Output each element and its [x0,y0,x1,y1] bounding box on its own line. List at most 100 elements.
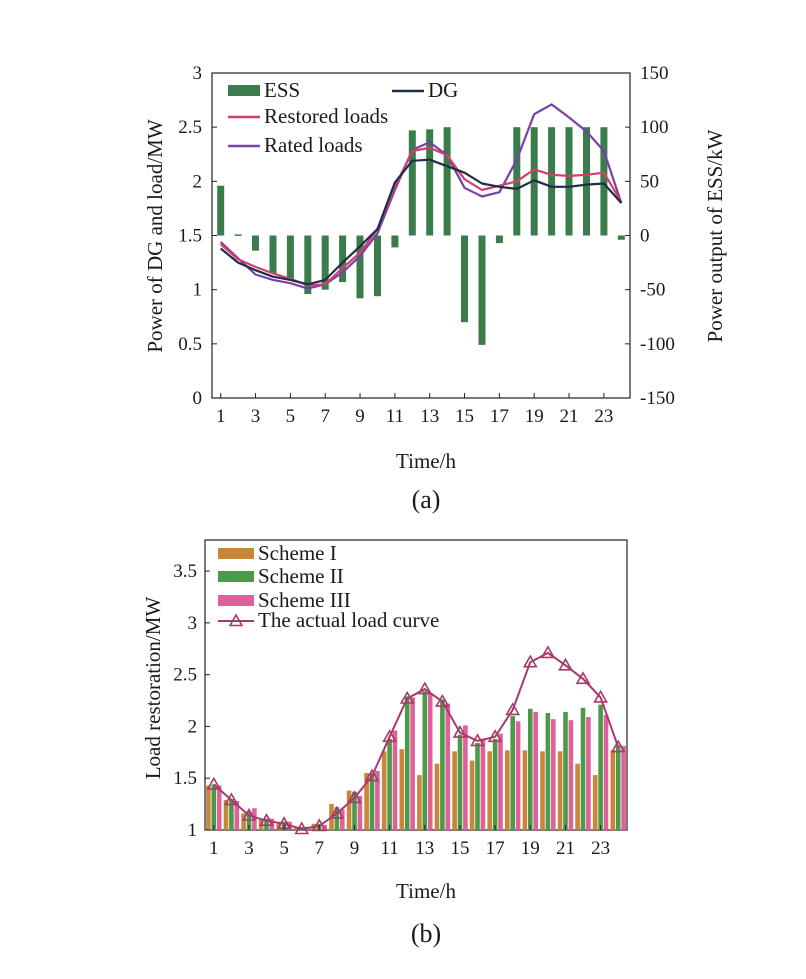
scheme-ii-bar [422,691,428,830]
scheme-i-bar [206,785,211,830]
x-tick-label: 3 [251,406,261,427]
x-tick-label: 15 [455,406,474,427]
scheme-iii-bar [340,809,345,830]
rated-loads-line [219,103,623,290]
y-tick-label: 1.5 [173,768,197,789]
actual-load-marker [417,681,433,695]
scheme-i-bar [364,773,369,830]
ess-bar [304,235,312,294]
ess-bar [617,235,625,240]
y-tick-label: 1 [188,820,198,841]
actual-load-marker [487,729,503,743]
y-tick-label: 3 [188,613,198,634]
x-tick-label: 5 [279,838,289,859]
scheme-i-bar [241,813,246,830]
actual-load-marker [452,724,468,738]
actual-load-marker [224,792,239,806]
y2-tick-label: -50 [640,280,665,301]
scheme-i-bar [505,750,510,831]
scheme-iii-bar [533,711,538,830]
ess-bar [495,235,503,244]
legend-actual-marker [228,613,244,627]
scheme-ii-bar [528,708,533,830]
ess-bar [391,235,399,248]
y-tick-label: 3 [193,63,203,84]
scheme-iii-bar [551,719,556,830]
scheme-ii-bar [563,711,568,830]
chart-b-ylabel: Load restoration/MW [141,597,165,780]
scheme-iii-bar [375,771,380,830]
dg-line [220,158,623,286]
scheme-i-bar [381,751,387,830]
ess-bar [565,127,573,236]
chart-b-y-ticks: 1 1.5 2 2.5 3 3.5 [173,561,210,841]
chart-b-x-ticks: 1 3 5 7 9 11 13 15 17 19 21 23 [209,825,610,859]
scheme-iii-bar [480,738,486,830]
scheme-i-bar [540,751,545,830]
ess-bar [269,235,277,274]
scheme-iii-bar [357,795,363,830]
x-tick-label: 19 [525,406,544,427]
x-tick-label: 13 [420,406,439,427]
actual-load-marker [206,776,222,790]
scheme-i-bar [522,750,528,831]
ess-bar [548,127,556,236]
scheme-iii-bar [427,694,433,830]
ess-bar [321,235,329,290]
chart-a-caption: (a) [412,485,441,514]
actual-load-marker [329,805,345,819]
legend-scheme-i-label: Scheme I [258,541,337,565]
ess-bar [426,129,434,236]
y-tick-label: 0 [193,388,203,409]
scheme-ii-bar [264,818,269,830]
scheme-iii-bar [216,785,222,830]
chart-a-xlabel: Time/h [396,449,456,473]
actual-load-marker [593,689,608,703]
x-tick-label: 21 [556,838,575,859]
scheme-ii-bar [545,713,551,830]
scheme-iii-bar [410,697,415,830]
scheme-ii-bar [457,734,463,830]
scheme-iii-bar [234,801,240,830]
chart-b-xlabel: Time/h [396,879,456,903]
scheme-iii-bar [586,717,591,830]
actual-load-marker [399,690,415,704]
scheme-ii-bar [475,743,480,830]
actual-load-marker [294,821,310,835]
scheme-iii-bar [392,730,398,830]
legend-rated-label: Rated loads [264,133,363,157]
scheme-i-bar [417,775,422,830]
actual-load-marker [540,645,556,659]
x-tick-label: 15 [450,838,469,859]
scheme-i-bar [294,826,299,830]
actual-load-marker [311,818,327,832]
scheme-i-bar [434,763,440,830]
y2-tick-label: 150 [640,63,669,84]
legend-actual-label: The actual load curve [258,608,439,632]
legend-scheme-i-swatch [218,548,254,559]
chart-a-y-ticks: 0 0.5 1 1.5 2 2.5 3 [178,63,217,409]
legend-restored-label: Restored loads [264,104,388,128]
chart-a-ess-bars [217,127,625,345]
ess-bar [286,235,294,279]
ess-bar [217,185,225,236]
x-tick-label: 9 [355,406,365,427]
ess-bar [252,235,259,251]
ess-bar [600,127,608,236]
ess-bar [234,234,242,236]
y2-tick-label: 0 [640,226,650,247]
scheme-iii-bar [445,703,451,830]
actual-load-marker [470,733,485,747]
scheme-ii-bar [211,784,217,830]
actual-load-marker [558,657,573,671]
y-tick-label: 2 [188,716,198,737]
restored-loads-line [219,146,623,287]
chart-a-ylabel-right: Power output of ESS/kW [703,129,727,342]
ess-bar [583,127,590,236]
scheme-iii-bar [515,721,521,831]
scheme-ii-bar [615,745,621,830]
x-tick-label: 9 [350,838,360,859]
actual-load-marker [382,729,397,743]
chart-b-plot-frame [204,539,628,831]
scheme-ii-bar [510,716,515,830]
